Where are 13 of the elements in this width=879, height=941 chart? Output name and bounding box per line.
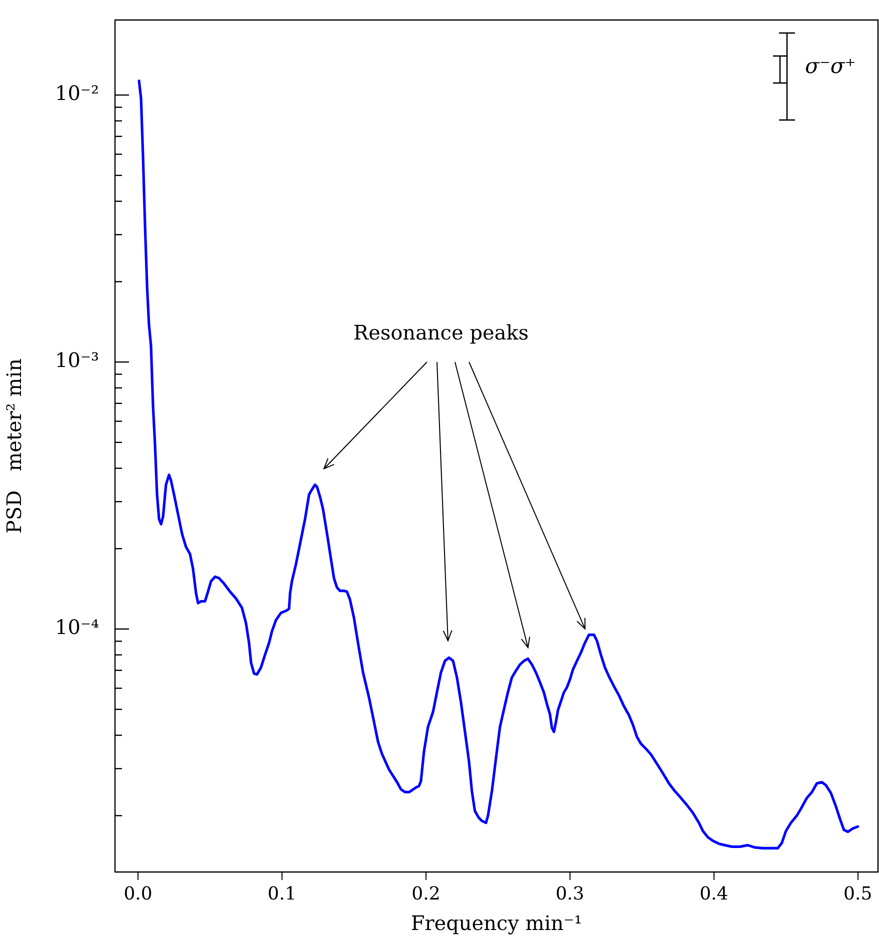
- y-tick-label: 10⁻⁴: [54, 615, 99, 640]
- x-tick-label: 0.2: [412, 883, 440, 904]
- x-tick-label: 0.4: [700, 883, 728, 904]
- x-tick-label: 0.0: [124, 883, 152, 904]
- y-tick-label: 10⁻²: [54, 81, 99, 106]
- y-axis-title: PSD meter² min: [2, 358, 26, 534]
- x-tick-label: 0.3: [556, 883, 584, 904]
- x-tick-label: 0.1: [268, 883, 296, 904]
- annotation: Resonance peaks: [353, 320, 529, 345]
- y-tick-label: 10⁻³: [54, 348, 99, 372]
- x-axis-title: Frequency min⁻¹: [410, 911, 582, 936]
- x-tick-label: 0.5: [844, 883, 872, 904]
- annotation: σ⁻σ⁺: [805, 54, 856, 78]
